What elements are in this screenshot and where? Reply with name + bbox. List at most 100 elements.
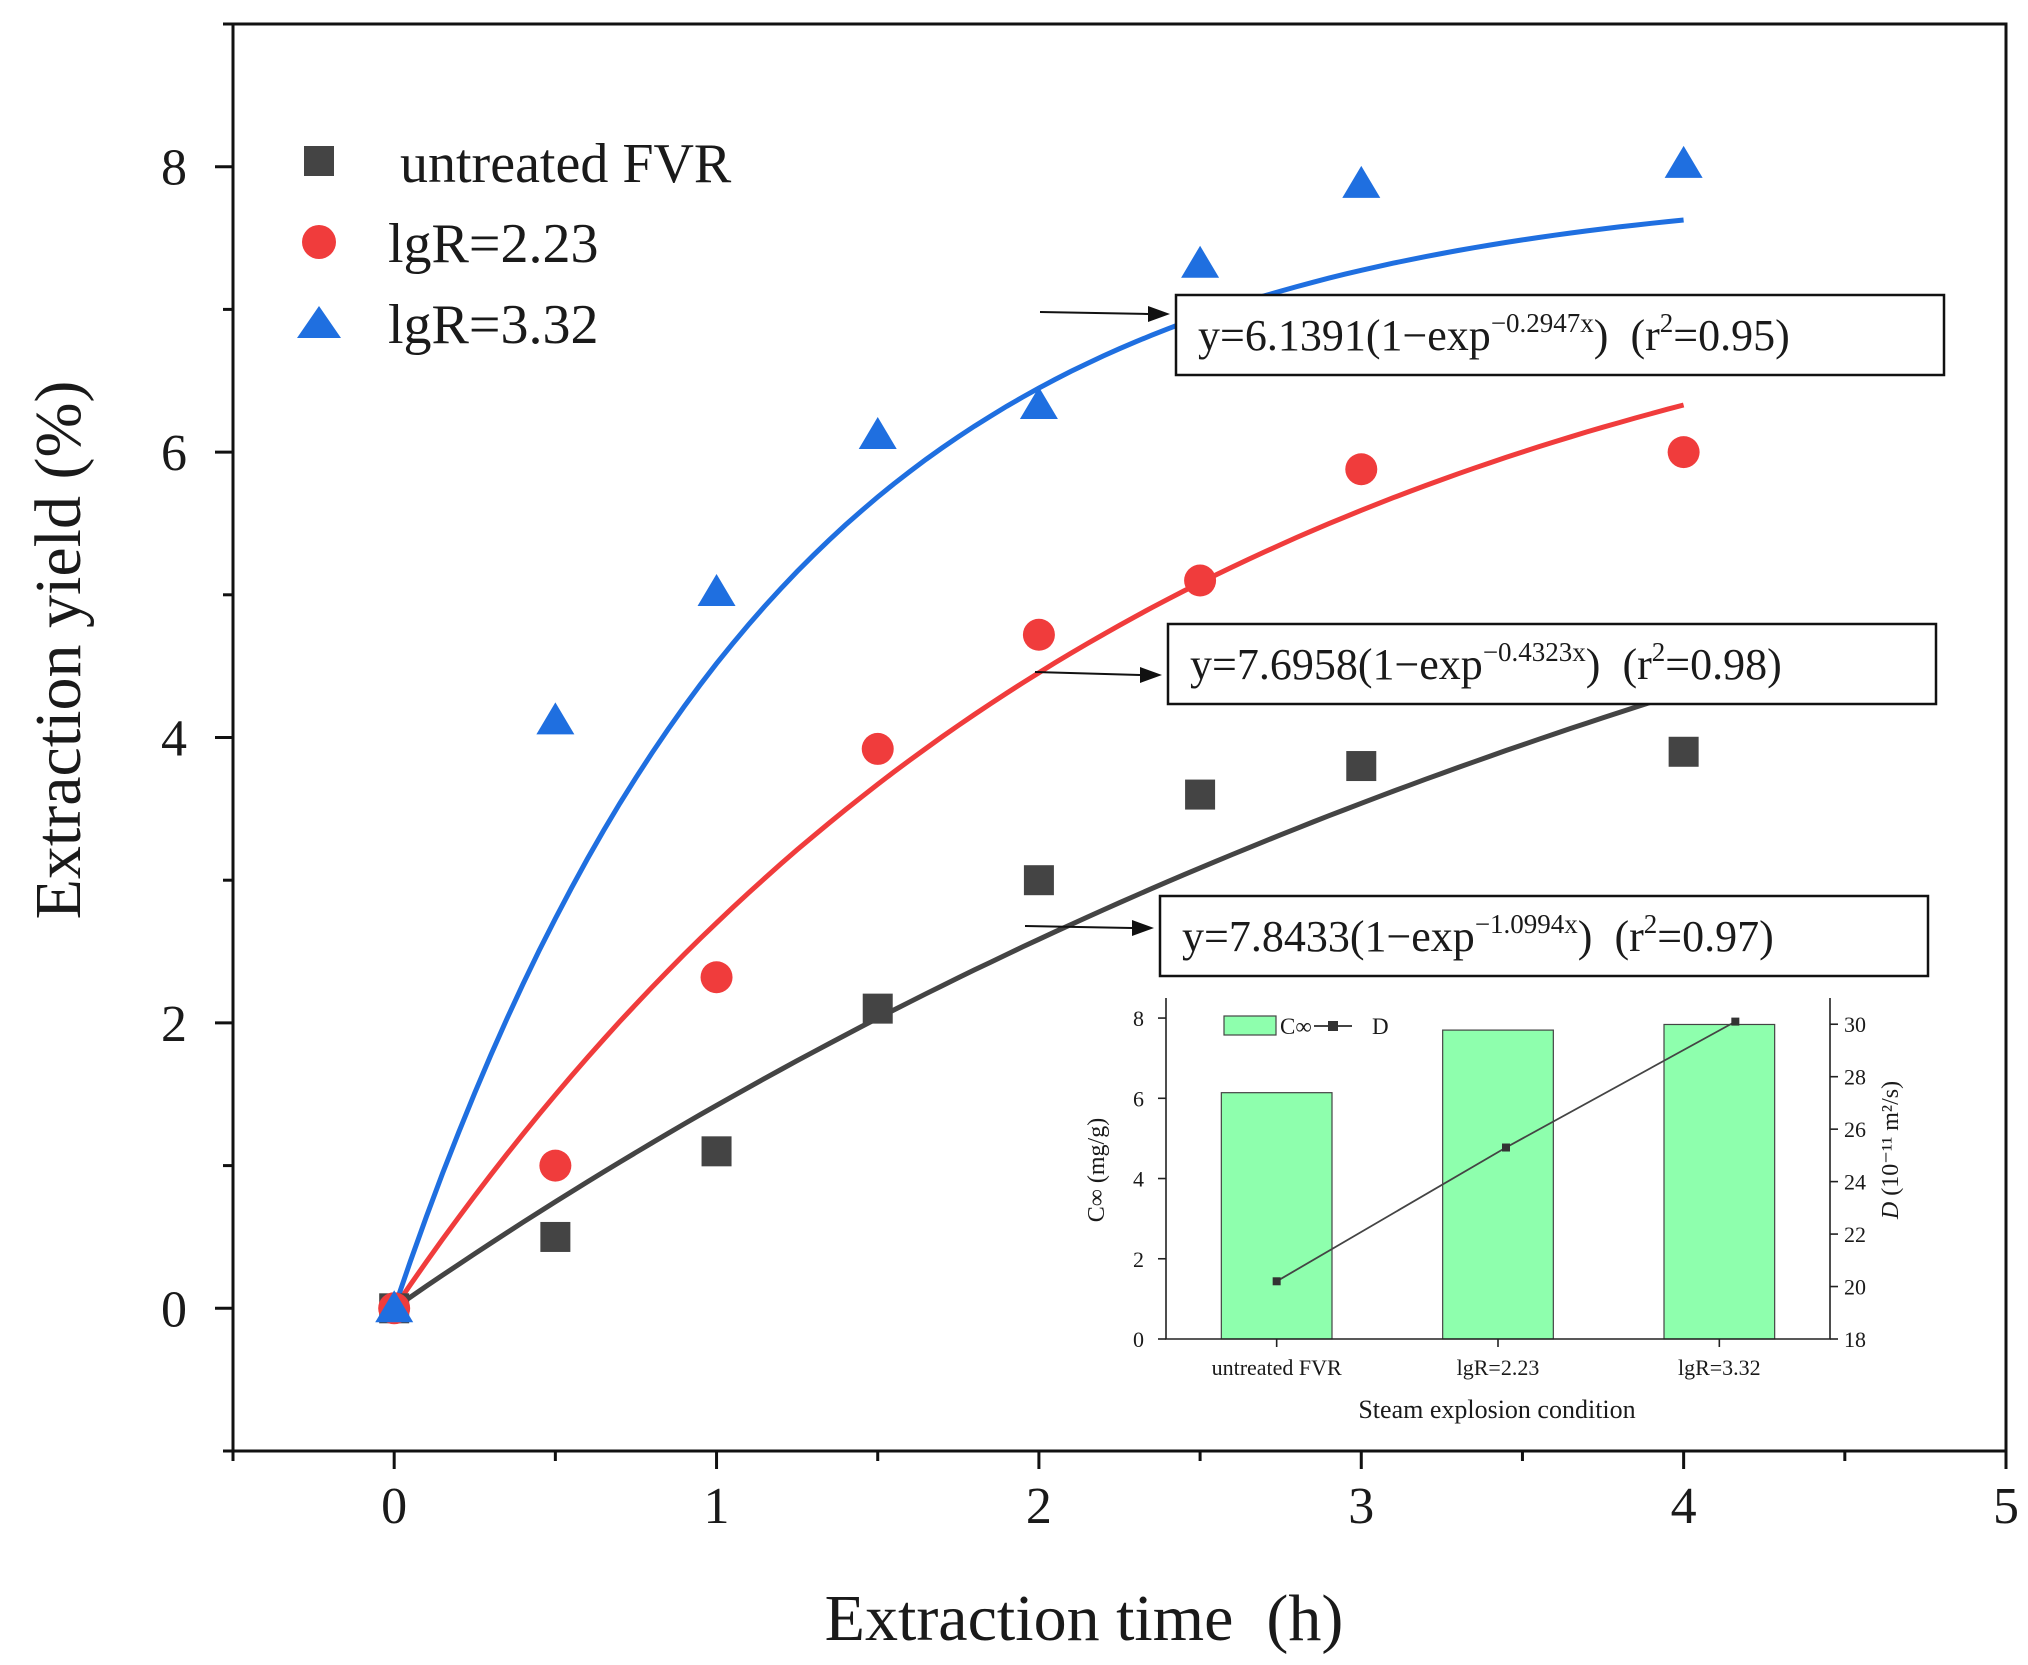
fit-curve-0 (392, 689, 1685, 1311)
legend-label-lgr-3-32: lgR=3.32 (388, 294, 599, 356)
inset-y-tick-label: 4 (1133, 1167, 1144, 1192)
inset-d-line (1272, 1017, 1740, 1286)
x-tick-label: 1 (704, 1478, 730, 1535)
inset-right-axis-title: D (10⁻¹¹ m²/s) (1878, 1081, 1904, 1220)
inset-y2-tick-label: 24 (1844, 1170, 1866, 1195)
point-lgr-3-32 (858, 416, 897, 449)
inset-y2-tick-label: 18 (1844, 1327, 1866, 1352)
inset-y2-tick-label: 20 (1844, 1275, 1866, 1300)
point-lgr-3-32 (1019, 387, 1058, 420)
main-x-axis-title: Extraction time (h) (825, 1582, 1344, 1655)
inset-y-tick-label: 2 (1133, 1247, 1144, 1272)
main-legend: untreated FVR lgR=2.23 lgR=3.32 (297, 133, 732, 356)
point-lgr-3-32 (1664, 145, 1703, 178)
equation-box (1166, 622, 1938, 706)
point-untreated (1668, 736, 1699, 767)
inset-y2-tick-label: 26 (1844, 1117, 1866, 1142)
point-lgr-2-23 (1345, 453, 1378, 486)
x-tick-label: 3 (1348, 1478, 1374, 1535)
equation-arrow-head (1132, 920, 1154, 936)
equation-untreated: y=7.8433(1−exp−1.0994x) (r2=0.97) (1024, 894, 1930, 978)
inset-x-axis-title: Steam explosion condition (1358, 1395, 1635, 1424)
inset-d-point (1731, 1017, 1740, 1026)
point-untreated (1346, 751, 1377, 782)
x-tick-label: 4 (1671, 1478, 1697, 1535)
point-lgr-3-32 (1342, 165, 1381, 198)
inset-y-tick-label: 8 (1133, 1006, 1144, 1031)
inset-x-axis: untreated FVR lgR=2.23 lgR=3.32 (1212, 1339, 1761, 1380)
inset-legend: C∞ D (1223, 1014, 1389, 1039)
inset-bars (1220, 1023, 1776, 1340)
point-lgr-2-23 (1667, 436, 1700, 469)
point-untreated (701, 1136, 732, 1167)
inset-legend-line-label: D (1372, 1014, 1389, 1039)
equation-lgr-2-23: y=7.6958(1−exp−0.4323x) (r2=0.98) (1034, 622, 1938, 706)
inset-legend-bar-label: C∞ (1280, 1014, 1312, 1039)
point-lgr-3-32 (536, 702, 575, 735)
equation-box (1174, 293, 1946, 377)
y-tick-label: 2 (161, 996, 187, 1053)
equation-arrow-line (1034, 671, 1141, 676)
x-tick-label: 5 (1993, 1478, 2019, 1535)
point-lgr-2-23 (539, 1149, 572, 1182)
equation-arrow-line (1039, 311, 1149, 315)
data-points (375, 145, 1703, 1325)
equation-box (1158, 894, 1930, 978)
equation-arrow-head (1140, 667, 1162, 683)
inset-bar (1220, 1092, 1333, 1340)
inset-y-tick-label: 0 (1133, 1327, 1144, 1352)
legend-triangle-marker (297, 306, 341, 338)
y-tick-label: 4 (161, 711, 187, 768)
y-tick-label: 0 (161, 1281, 187, 1338)
inset-right-axis: 18 20 22 24 26 28 30 (1830, 1012, 1866, 1352)
main-y-axis-title: Extraction yield (%) (22, 381, 95, 920)
inset-x-tick-label: lgR=3.32 (1678, 1355, 1761, 1380)
legend-label-untreated: untreated FVR (400, 133, 732, 195)
x-tick-label: 0 (381, 1478, 407, 1535)
legend-item-lgr-3-32: lgR=3.32 (297, 294, 599, 356)
inset-y2-tick-label: 30 (1844, 1012, 1866, 1037)
equation-text: y=7.8433(1−exp−1.0994x) (r2=0.97) (1182, 909, 1774, 961)
point-lgr-2-23 (861, 732, 894, 765)
main-y-axis: 0 2 4 6 8 (161, 22, 233, 1453)
point-lgr-3-32 (375, 1290, 414, 1323)
inset-x-tick-label: lgR=2.23 (1457, 1355, 1540, 1380)
point-lgr-3-32 (1181, 245, 1220, 278)
inset-legend-bar-swatch (1223, 1015, 1277, 1036)
legend-label-lgr-2-23: lgR=2.23 (388, 213, 599, 275)
point-untreated (862, 993, 893, 1024)
point-untreated (540, 1221, 571, 1252)
legend-item-lgr-2-23: lgR=2.23 (302, 213, 599, 275)
inset-y2-tick-label: 28 (1844, 1065, 1866, 1090)
point-untreated (1185, 779, 1216, 810)
main-x-axis: 0 1 2 3 4 5 (231, 1451, 2019, 1535)
inset-x-tick-label: untreated FVR (1212, 1355, 1342, 1380)
point-lgr-2-23 (1022, 618, 1055, 651)
inset-y2-tick-label: 22 (1844, 1222, 1866, 1247)
inset-left-axis-title: C∞ (mg/g) (1084, 1118, 1110, 1222)
inset-y-tick-label: 6 (1133, 1086, 1144, 1111)
inset-d-point (1272, 1277, 1281, 1286)
x-tick-label: 2 (1026, 1478, 1052, 1535)
point-lgr-2-23 (1184, 564, 1217, 597)
equation-text: y=6.1391(1−exp−0.2947x) (r2=0.95) (1198, 308, 1790, 360)
equation-text: y=7.6958(1−exp−0.4323x) (r2=0.98) (1190, 637, 1782, 689)
equation-arrow-line (1024, 925, 1133, 929)
inset-legend-square-marker (1328, 1021, 1338, 1031)
inset-d-point (1502, 1143, 1510, 1152)
fit-equations: y=6.1391(1−exp−0.2947x) (r2=0.95) y=7.69… (1024, 293, 1946, 978)
y-tick-label: 6 (161, 425, 187, 482)
inset-bar (1663, 1023, 1776, 1340)
equation-arrow-head (1148, 306, 1170, 322)
point-untreated (1023, 865, 1054, 896)
legend-item-untreated: untreated FVR (304, 133, 732, 195)
legend-circle-marker (302, 225, 336, 259)
point-lgr-3-32 (697, 573, 736, 606)
y-tick-label: 8 (161, 140, 187, 197)
equation-lgr-3-32: y=6.1391(1−exp−0.2947x) (r2=0.95) (1039, 293, 1946, 377)
inset-bar (1442, 1029, 1554, 1340)
inset-left-axis: 0 2 4 6 8 (1133, 1006, 1166, 1352)
